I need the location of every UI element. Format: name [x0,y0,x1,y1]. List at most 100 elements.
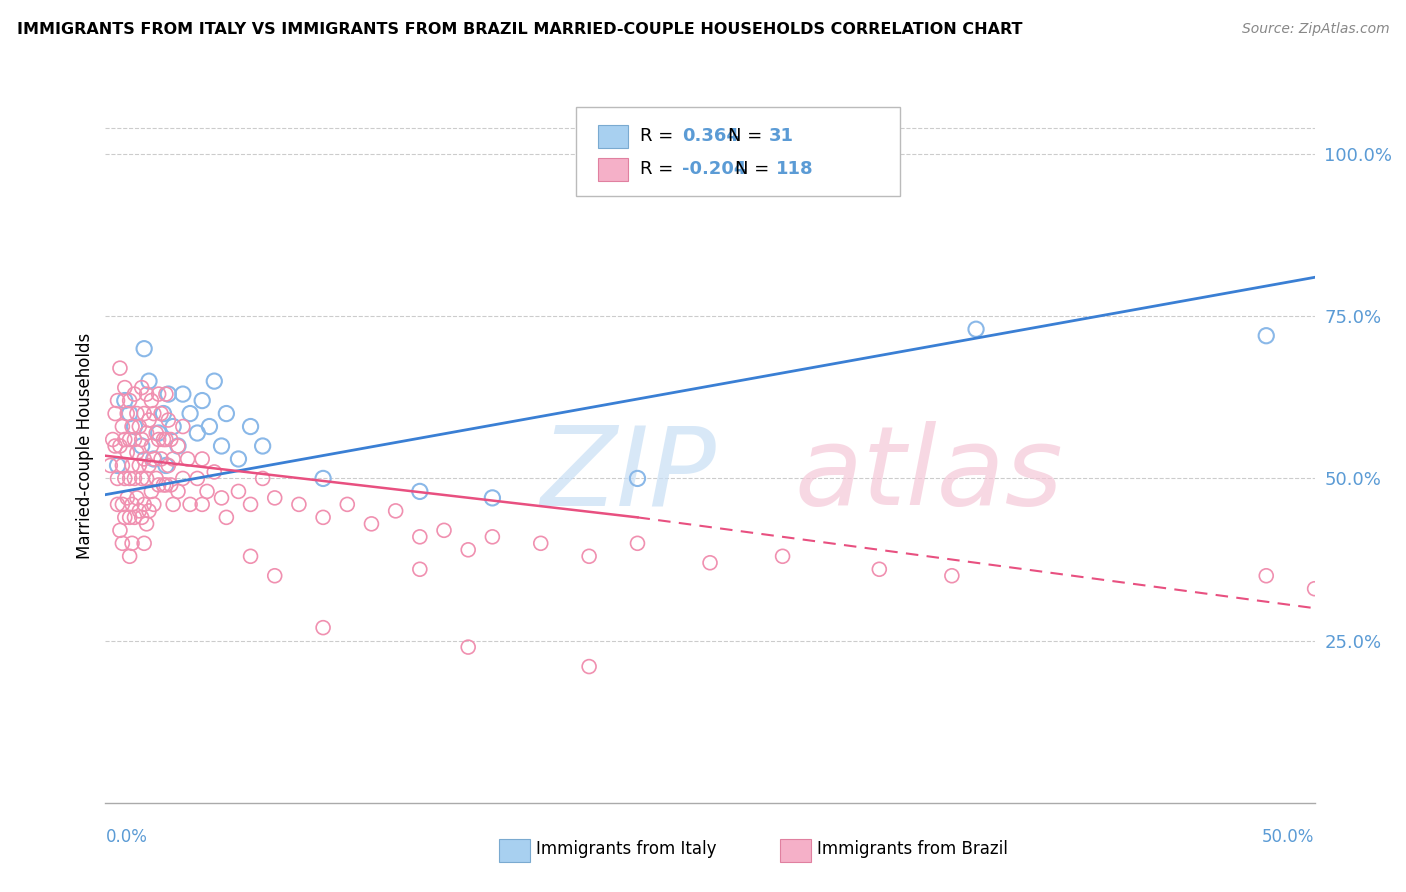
Text: 31: 31 [769,128,794,145]
Point [118,510,141,524]
Point [252,471,274,485]
Text: 0.364: 0.364 [682,128,738,145]
Point [141,484,163,499]
Point [115,445,138,459]
Point [134,452,156,467]
Text: 0.0%: 0.0% [105,828,148,846]
Point [162,452,184,467]
Point [134,407,156,421]
Point [157,387,180,401]
Point [107,471,129,485]
Point [239,497,262,511]
Point [228,484,250,499]
Point [128,419,150,434]
Point [115,407,138,421]
Point [150,407,173,421]
Point [142,497,165,511]
Point [360,516,382,531]
Point [134,342,156,356]
Point [125,491,148,505]
Point [135,425,157,440]
Point [176,452,198,467]
Point [155,478,177,492]
Point [195,484,218,499]
Point [145,471,167,485]
Point [138,504,160,518]
Point [135,516,157,531]
Point [312,621,335,635]
Point [312,510,335,524]
Point [111,497,134,511]
Point [108,524,131,538]
Point [114,381,136,395]
Point [384,504,406,518]
Point [186,425,208,440]
Point [179,407,201,421]
Point [211,439,233,453]
Point [288,497,311,511]
Text: Immigrants from Italy: Immigrants from Italy [536,840,716,858]
Point [155,387,177,401]
Point [868,562,890,576]
Point [138,413,160,427]
Point [121,497,143,511]
Point [157,413,180,427]
Point [457,542,479,557]
Point [124,471,146,485]
Point [148,433,170,447]
Point [191,393,214,408]
Point [172,471,194,485]
Point [152,478,174,492]
Point [121,458,143,473]
Point [128,504,150,518]
Text: atlas: atlas [794,421,1063,528]
Point [118,549,141,564]
Point [107,497,129,511]
Point [104,439,127,453]
Point [159,478,181,492]
Point [228,452,250,467]
Point [128,458,150,473]
Point [138,458,160,473]
Point [457,640,479,654]
Point [138,374,160,388]
Point [131,381,153,395]
Text: 50.0%: 50.0% [1263,828,1315,846]
Text: R =: R = [640,128,679,145]
Point [125,407,148,421]
Point [121,419,143,434]
Point [114,393,136,408]
Point [433,524,456,538]
Point [409,484,432,499]
Point [409,562,432,576]
Point [941,568,963,582]
Point [167,484,190,499]
Point [125,445,148,459]
Point [134,536,156,550]
Point [108,361,131,376]
Point [481,491,503,505]
Point [142,407,165,421]
Point [239,549,262,564]
Point [530,536,553,550]
Point [186,471,208,485]
Point [107,393,129,408]
Point [101,433,124,447]
Point [124,387,146,401]
Point [155,458,177,473]
Point [162,419,184,434]
Point [1256,328,1278,343]
Point [155,433,177,447]
Point [131,439,153,453]
Point [135,471,157,485]
Text: N =: N = [728,128,768,145]
Point [148,478,170,492]
Point [118,407,141,421]
Point [121,536,143,550]
Point [114,471,136,485]
Text: N =: N = [735,161,775,178]
Point [131,433,153,447]
Point [114,433,136,447]
Point [134,497,156,511]
Point [172,419,194,434]
